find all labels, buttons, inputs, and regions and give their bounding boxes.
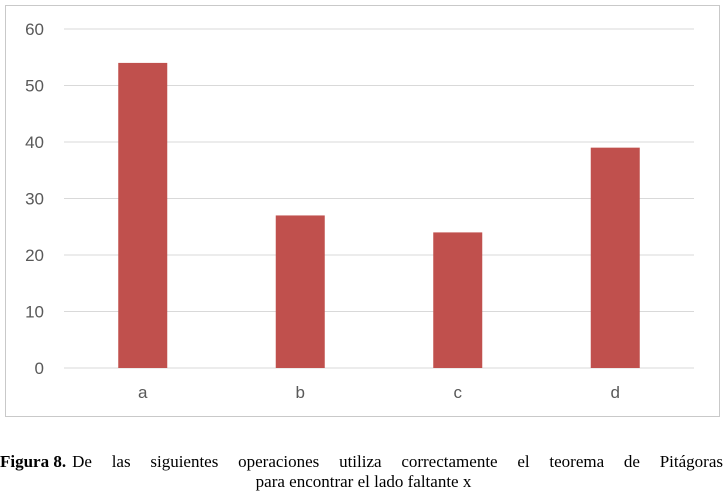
y-tick-label: 20 [25, 246, 44, 265]
bar-b [275, 215, 325, 368]
x-tick-label-c: c [454, 383, 463, 402]
caption-label: Figura 8. [0, 452, 67, 471]
y-axis-ticks: 0 10 20 30 40 50 60 [25, 20, 44, 378]
bar-c [433, 232, 483, 368]
x-tick-label-b: b [296, 383, 305, 402]
bar-a [118, 62, 168, 369]
y-tick-label: 30 [25, 190, 44, 209]
y-tick-label: 60 [25, 20, 44, 39]
figure-caption: Figura 8. De las siguientes operaciones … [0, 452, 727, 492]
bar-chart: 0 10 20 30 40 50 60 a b c d [25, 20, 694, 402]
x-tick-label-a: a [138, 383, 148, 402]
y-tick-label: 50 [25, 77, 44, 96]
y-tick-label: 0 [35, 359, 44, 378]
gridlines [64, 28, 694, 369]
bars [118, 62, 640, 369]
x-tick-label-d: d [611, 383, 620, 402]
x-axis-ticks: a b c d [138, 383, 620, 402]
caption-text-1: De las siguientes operaciones utiliza co… [72, 452, 723, 471]
bar-d [590, 147, 640, 368]
y-tick-label: 40 [25, 133, 44, 152]
caption-line-2: para encontrar el lado faltante x [255, 472, 472, 491]
chart-frame: 0 10 20 30 40 50 60 a b c d [5, 5, 720, 417]
caption-line-1: Figura 8. De las siguientes operaciones … [0, 452, 727, 472]
y-tick-label: 10 [25, 303, 44, 322]
